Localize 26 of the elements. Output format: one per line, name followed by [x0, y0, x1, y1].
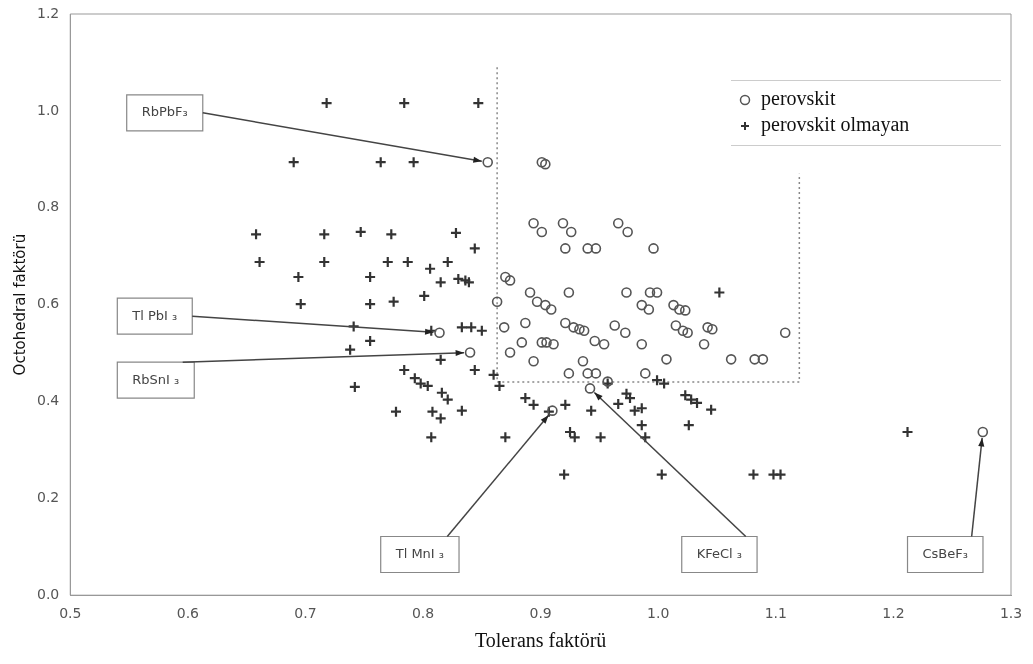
y-tick-label: 0.6 — [37, 295, 60, 312]
x-tick-label: 0.9 — [529, 605, 552, 622]
annotation: RbPbF₃ — [141, 104, 188, 120]
y-axis-title: Octohedral faktörü — [10, 233, 29, 376]
y-tick-label: 1.0 — [37, 101, 60, 118]
y-tick-label: 1.2 — [37, 4, 60, 21]
x-tick-label: 0.7 — [294, 605, 317, 622]
x-tick-label: 0.8 — [411, 605, 435, 622]
x-axis-title: Tolerans faktörü — [474, 629, 607, 652]
legend-label: perovskit — [761, 87, 836, 111]
annotation: Tl MnI ₃ — [394, 545, 445, 561]
annotation: KFeCl ₃ — [696, 545, 743, 561]
annotation: CsBeF₃ — [922, 545, 968, 561]
y-tick-label: 0.2 — [37, 488, 60, 505]
x-tick-label: 0.5 — [59, 605, 82, 622]
y-tick-label: 0.4 — [37, 392, 60, 409]
x-tick-label: 1.3 — [999, 605, 1023, 622]
annotation: Tl PbI ₃ — [131, 307, 178, 323]
annotation: RbSnI ₃ — [132, 371, 180, 387]
x-tick-label: 1.1 — [764, 605, 787, 622]
y-tick-label: 0.8 — [37, 198, 60, 215]
x-tick-label: 0.6 — [176, 605, 200, 622]
legend-label: perovskit olmayan — [761, 113, 910, 137]
y-tick-label: 0.0 — [37, 585, 60, 602]
x-tick-label: 1.0 — [647, 605, 670, 622]
x-tick-label: 1.2 — [882, 605, 905, 622]
